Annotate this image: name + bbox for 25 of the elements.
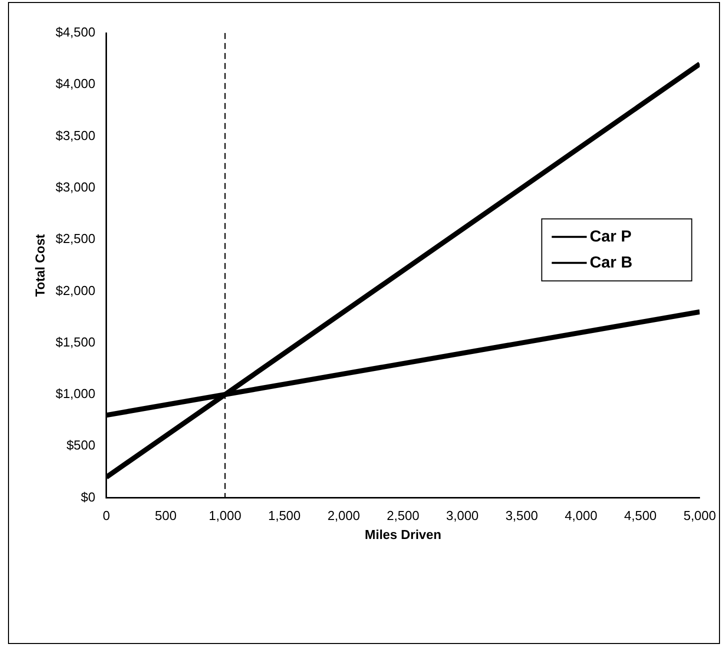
- y-tick-label: $0: [80, 489, 96, 504]
- y-tick-label: $1,000: [56, 386, 96, 402]
- x-tick-label: 4,500: [624, 508, 657, 524]
- x-tick-label: 3,000: [446, 508, 479, 524]
- x-axis-title: Miles Driven: [364, 526, 442, 542]
- x-tick-label: 1,500: [268, 508, 301, 524]
- y-tick-label: $4,000: [56, 76, 96, 92]
- x-tick-label: 2,000: [327, 508, 360, 524]
- y-tick-label: $1,500: [56, 334, 96, 350]
- x-tick-label: 2,500: [386, 508, 420, 524]
- y-tick-label: $3,000: [56, 180, 96, 195]
- x-tick-label: 3,500: [505, 508, 538, 524]
- y-tick-label: $500: [66, 438, 96, 453]
- legend-label: Car B: [590, 254, 632, 272]
- x-tick-label: 5,000: [683, 508, 716, 524]
- y-axis-title: Total Cost: [32, 233, 48, 297]
- x-tick-label: 500: [154, 508, 177, 524]
- x-tick-label: 4,000: [564, 508, 598, 524]
- x-tick-label: 0: [102, 508, 110, 524]
- legend-label: Car P: [590, 228, 632, 246]
- y-tick-label: $4,500: [56, 24, 96, 40]
- x-tick-label: 1,000: [208, 508, 242, 524]
- y-tick-label: $2,000: [56, 282, 96, 298]
- y-tick-label: $3,500: [56, 128, 96, 143]
- y-tick-label: $2,500: [56, 231, 96, 246]
